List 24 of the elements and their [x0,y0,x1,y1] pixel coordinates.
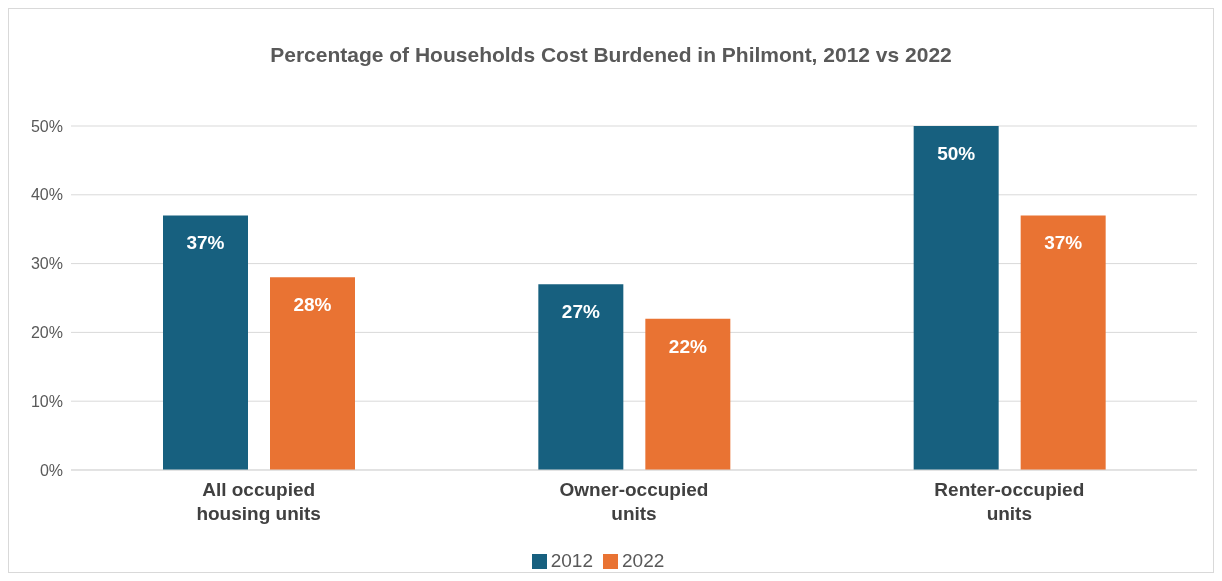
data-label: 28% [293,294,332,316]
y-tick-label: 10% [30,392,63,410]
legend-label: 2012 [550,550,593,571]
x-tick-label: Owner-occupied units [559,479,709,524]
y-tick-label: 40% [30,186,63,204]
bar [913,126,999,470]
x-tick-label: Renter-occupied units [934,479,1085,524]
y-tick-label: 0% [39,461,63,479]
x-tick-label: All occupied housing units [196,479,321,524]
bar [538,284,624,470]
chart-title: Percentage of Households Cost Burdened in Philmont, 2012 vs 2022 [269,43,953,67]
bar [1020,215,1106,470]
data-label: 27% [561,301,600,323]
data-label: 50% [937,143,976,164]
bar [270,277,355,470]
data-label: 22% [668,335,707,357]
bar [645,318,731,470]
y-tick-label: 50% [30,117,63,135]
data-label: 37% [1044,232,1083,254]
data-label: 37% [186,232,225,254]
bar [163,215,248,470]
y-tick-label: 20% [30,324,63,342]
legend-label: 2022 [622,550,665,571]
y-tick-label: 30% [30,255,63,273]
